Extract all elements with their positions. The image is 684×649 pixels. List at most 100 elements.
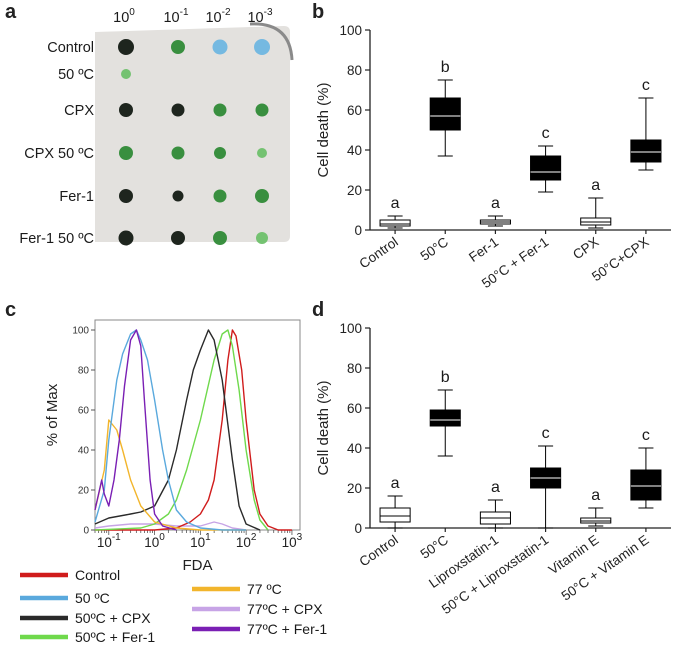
- panel-label-a: a: [5, 1, 17, 23]
- column-header-1-base: 10: [163, 10, 179, 26]
- spot-r4-c3: [255, 189, 269, 203]
- x-tick-label-4: CPX: [570, 234, 601, 262]
- y-tick-label-4: 80: [347, 361, 362, 376]
- legend-label-0: Control: [75, 567, 120, 583]
- x-tick-label-5: 50°C+CPX: [589, 234, 652, 284]
- series-line-3: [94, 329, 269, 531]
- column-header-0-exp: 0: [129, 7, 135, 18]
- y-tick-label-0: 0: [354, 223, 362, 238]
- y-tick-label-5: 100: [339, 23, 362, 38]
- y-axis-title: Cell death (%): [315, 82, 332, 177]
- y-tick-label-3: 60: [347, 401, 362, 416]
- plate-rim: [249, 22, 294, 61]
- y-tick-label-0: 0: [354, 521, 362, 536]
- spot-r0-c3: [254, 39, 270, 55]
- spot-r0-c0: [118, 39, 134, 55]
- spot-r2-c1: [171, 103, 185, 117]
- y-tick-label-1: 20: [78, 486, 90, 497]
- y-tick-label-5: 100: [72, 326, 89, 337]
- x-tick-label-1-base: 10: [144, 535, 159, 550]
- spot-r4-c0: [119, 189, 133, 203]
- column-header-3: 10-3: [247, 7, 272, 26]
- legend-label-5: 77ºC + CPX: [247, 601, 323, 617]
- box-0: [379, 219, 411, 227]
- row-label-2: CPX: [64, 103, 94, 119]
- significance-letter-0: a: [391, 475, 400, 492]
- x-tick-label-3: 102: [236, 532, 257, 550]
- spot-r3-c3: [257, 148, 267, 158]
- spot-r5-c0: [118, 230, 134, 246]
- series-line-5: [94, 521, 247, 531]
- box-1: [429, 409, 461, 427]
- column-header-3-exp: -3: [264, 7, 273, 18]
- spot-r5-c1: [171, 231, 185, 245]
- box-0: [379, 507, 411, 523]
- column-header-2-base: 10: [205, 10, 221, 26]
- y-tick-label-2: 40: [347, 143, 362, 158]
- x-tick-label-0: 10-1: [97, 532, 121, 550]
- spot-r4-c1: [172, 190, 184, 202]
- y-axis-title: Cell death (%): [315, 380, 332, 475]
- significance-letter-4: a: [591, 487, 600, 504]
- y-tick-label-1: 20: [347, 481, 362, 496]
- y-tick-label-4: 80: [78, 366, 90, 377]
- series-line-2: [94, 329, 261, 531]
- x-tick-label-4-base: 10: [282, 535, 297, 550]
- legend-label-4: 77 ºC: [247, 581, 282, 597]
- spot-r3-c1: [171, 146, 185, 160]
- spot-r2-c2: [213, 103, 227, 117]
- column-header-1-exp: -1: [180, 7, 189, 18]
- series-line-1: [94, 329, 247, 531]
- row-label-3: CPX 50 ºC: [24, 146, 94, 162]
- x-tick-label-1: 100: [144, 532, 165, 550]
- column-header-2-exp: -2: [222, 7, 231, 18]
- spot-r4-c2: [213, 189, 227, 203]
- x-tick-label-1: 50°C: [418, 234, 452, 264]
- row-label-0: Control: [47, 40, 94, 56]
- x-tick-label-0: Control: [357, 234, 401, 271]
- column-header-1: 10-1: [163, 7, 188, 26]
- x-tick-label-1-exp: 0: [159, 532, 165, 543]
- x-tick-label-2-exp: 1: [205, 532, 211, 543]
- spot-r0-c1: [171, 40, 185, 54]
- spot-r5-c2: [213, 231, 227, 245]
- row-label-5: Fer-1 50 ºC: [19, 231, 94, 247]
- y-tick-label-1: 20: [347, 183, 362, 198]
- x-tick-label-2-base: 10: [190, 535, 205, 550]
- significance-letter-0: a: [391, 195, 400, 212]
- spot-r0-c2: [212, 39, 228, 55]
- column-header-3-base: 10: [247, 10, 263, 26]
- significance-letter-4: a: [591, 177, 600, 194]
- series-line-6: [94, 329, 177, 531]
- row-label-4: Fer-1: [59, 189, 94, 205]
- significance-letter-3: c: [542, 125, 550, 142]
- significance-letter-2: a: [491, 479, 500, 496]
- box-5: [630, 139, 662, 163]
- panel-label-c: c: [5, 299, 16, 321]
- significance-letter-5: c: [642, 77, 650, 94]
- y-tick-label-2: 40: [78, 446, 90, 457]
- x-tick-label-3-base: 10: [236, 535, 251, 550]
- y-tick-label-3: 60: [78, 406, 90, 417]
- legend-label-2: 50ºC + CPX: [75, 610, 151, 626]
- column-header-2: 10-2: [205, 7, 230, 26]
- y-tick-label-2: 40: [347, 441, 362, 456]
- significance-letter-2: a: [491, 195, 500, 212]
- spot-r1-c0: [121, 69, 131, 79]
- boxplot-chart-d: 0 20 40 60 80 100 Cell death (%) a Control b 50°C a…: [315, 321, 671, 617]
- significance-letter-1: b: [441, 59, 450, 76]
- y-tick-label-3: 60: [347, 103, 362, 118]
- boxplot-chart-b: 0 20 40 60 80 100 Cell death (%) a Control b 50°C a…: [315, 23, 671, 291]
- spot-r3-c0: [119, 146, 133, 160]
- x-tick-label-0: Control: [357, 532, 401, 569]
- spot-r2-c0: [119, 103, 133, 117]
- panel-label-d: d: [312, 299, 324, 321]
- legend: Control 50 ºC 50ºC + CPX 50ºC + Fer-1 77 ºC 7…: [20, 567, 327, 645]
- panel-label-b: b: [312, 1, 324, 23]
- row-label-1: 50 ºC: [58, 67, 94, 83]
- spot-r2-c3: [255, 103, 269, 117]
- x-tick-label-3-exp: 2: [251, 532, 257, 543]
